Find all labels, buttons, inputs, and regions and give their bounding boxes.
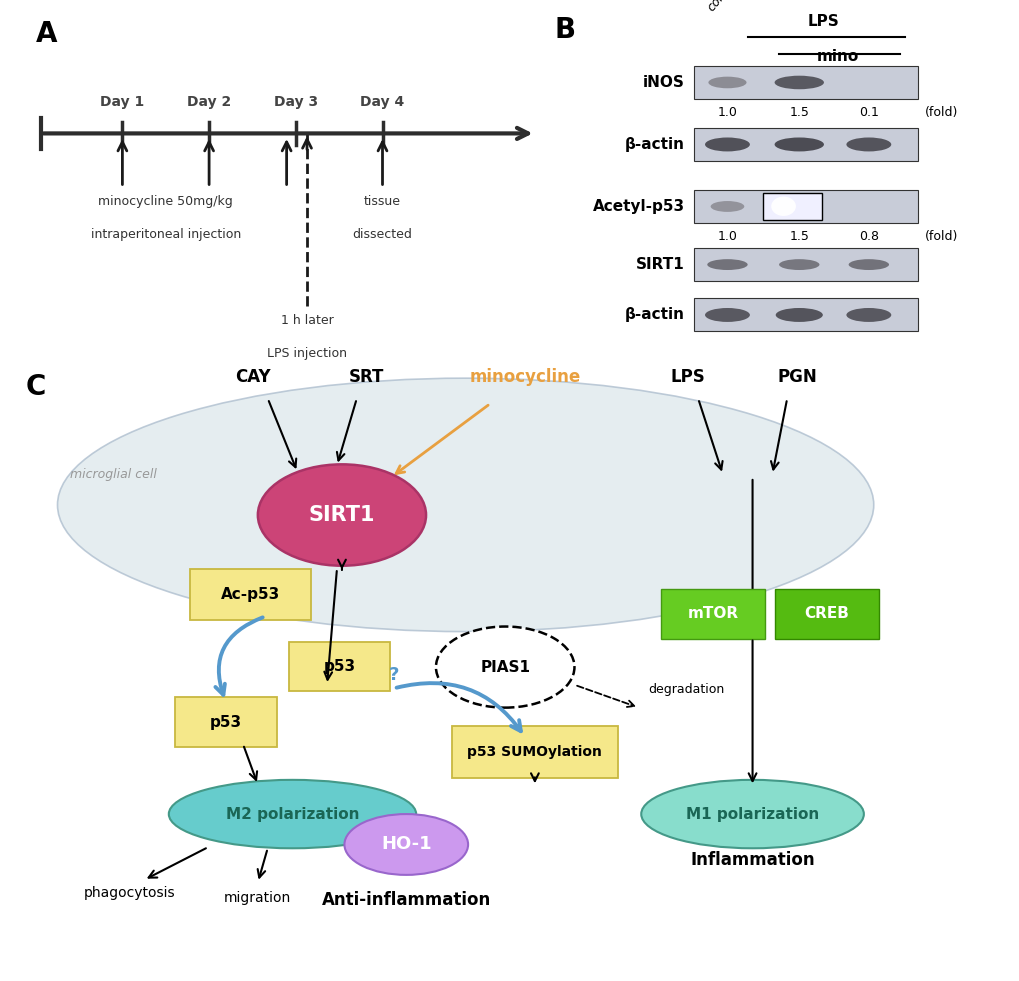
Text: 1.5: 1.5 (789, 230, 808, 243)
FancyBboxPatch shape (288, 642, 390, 692)
Text: LPS injection: LPS injection (267, 346, 346, 360)
Text: 1.0: 1.0 (716, 230, 737, 243)
FancyBboxPatch shape (693, 190, 917, 223)
Ellipse shape (773, 76, 823, 89)
Text: Ac-p53: Ac-p53 (220, 588, 280, 602)
FancyBboxPatch shape (660, 589, 764, 640)
Text: ?: ? (388, 666, 398, 684)
Ellipse shape (704, 308, 749, 322)
Text: Day 3: Day 3 (273, 95, 318, 109)
Text: A: A (36, 20, 57, 48)
FancyBboxPatch shape (451, 726, 618, 778)
Text: PIAS1: PIAS1 (480, 659, 530, 675)
Ellipse shape (168, 780, 416, 849)
Text: mino: mino (815, 48, 858, 64)
Text: β-actin: β-actin (625, 307, 684, 323)
FancyBboxPatch shape (774, 589, 877, 640)
Ellipse shape (344, 814, 468, 875)
Ellipse shape (710, 201, 744, 212)
Text: SIRT1: SIRT1 (309, 505, 375, 525)
Ellipse shape (435, 627, 574, 707)
Text: tissue: tissue (364, 195, 400, 209)
Text: intraperitoneal injection: intraperitoneal injection (91, 228, 240, 241)
Ellipse shape (846, 308, 891, 322)
Ellipse shape (258, 464, 426, 566)
FancyBboxPatch shape (190, 569, 311, 620)
Text: 0.8: 0.8 (858, 230, 878, 243)
Text: SIRT1: SIRT1 (636, 257, 684, 272)
FancyBboxPatch shape (174, 697, 276, 748)
Text: microglial cell: microglial cell (70, 468, 157, 481)
Text: Day 4: Day 4 (360, 95, 405, 109)
Ellipse shape (770, 196, 795, 216)
Text: iNOS: iNOS (642, 75, 684, 90)
Text: minocycline 50mg/kg: minocycline 50mg/kg (98, 195, 233, 209)
Text: p53: p53 (210, 715, 242, 730)
Text: LPS: LPS (807, 14, 839, 29)
FancyBboxPatch shape (693, 248, 917, 281)
Text: SRT: SRT (348, 368, 384, 386)
Text: C: C (25, 373, 46, 401)
Text: 1.5: 1.5 (789, 106, 808, 119)
FancyBboxPatch shape (762, 192, 821, 220)
Text: p53 SUMOylation: p53 SUMOylation (467, 745, 602, 759)
Ellipse shape (846, 137, 891, 151)
Ellipse shape (775, 308, 822, 322)
Ellipse shape (704, 137, 749, 151)
Text: phagocytosis: phagocytosis (84, 886, 175, 900)
Text: LPS: LPS (671, 368, 705, 386)
Text: M1 polarization: M1 polarization (685, 806, 818, 821)
Text: migration: migration (224, 891, 291, 904)
Text: 1.0: 1.0 (716, 106, 737, 119)
Text: B: B (554, 16, 576, 43)
Ellipse shape (641, 780, 863, 849)
Ellipse shape (779, 259, 818, 270)
Text: (fold): (fold) (924, 106, 958, 119)
Ellipse shape (848, 259, 889, 270)
Text: Day 2: Day 2 (186, 95, 231, 109)
Ellipse shape (773, 137, 823, 151)
Text: M2 polarization: M2 polarization (225, 806, 359, 821)
Text: control: control (704, 0, 742, 14)
Text: 1 h later: 1 h later (280, 314, 333, 328)
FancyBboxPatch shape (693, 66, 917, 99)
Text: Anti-inflammation: Anti-inflammation (321, 891, 490, 909)
Text: minocycline: minocycline (469, 368, 580, 386)
Ellipse shape (706, 259, 747, 270)
Text: dissected: dissected (353, 228, 412, 241)
Ellipse shape (57, 378, 873, 632)
Text: 0.1: 0.1 (858, 106, 878, 119)
Ellipse shape (708, 77, 746, 88)
Text: Inflammation: Inflammation (690, 851, 814, 869)
Text: HO-1: HO-1 (380, 836, 431, 853)
Text: CAY: CAY (234, 368, 270, 386)
Text: β-actin: β-actin (625, 137, 684, 152)
Text: mTOR: mTOR (687, 606, 738, 621)
Text: CREB: CREB (804, 606, 849, 621)
Text: p53: p53 (323, 659, 356, 674)
Text: (fold): (fold) (924, 230, 958, 243)
FancyBboxPatch shape (693, 128, 917, 161)
Text: Day 1: Day 1 (100, 95, 145, 109)
Text: degradation: degradation (648, 684, 725, 697)
FancyBboxPatch shape (693, 298, 917, 332)
Text: Acetyl-p53: Acetyl-p53 (592, 199, 684, 214)
Text: PGN: PGN (776, 368, 816, 386)
